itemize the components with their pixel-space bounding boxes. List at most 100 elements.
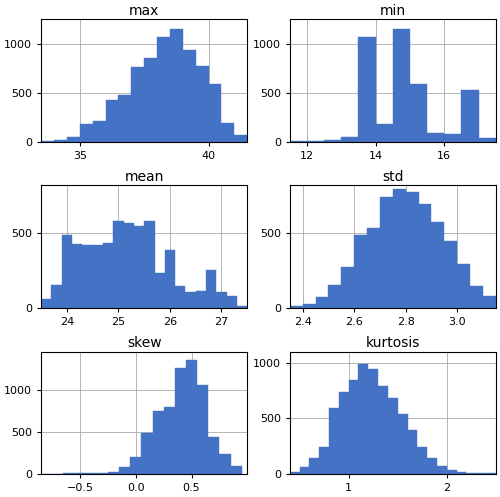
Bar	[393, 29, 410, 142]
Bar	[478, 138, 496, 142]
Bar	[466, 473, 476, 474]
Bar	[447, 470, 456, 474]
Bar	[388, 398, 398, 474]
Bar	[72, 244, 83, 308]
Bar	[358, 37, 376, 142]
Bar	[175, 368, 186, 474]
Bar	[376, 124, 393, 142]
Bar	[52, 285, 62, 308]
Bar	[134, 227, 144, 308]
Bar	[82, 245, 92, 308]
Bar	[108, 472, 119, 474]
Bar	[144, 221, 154, 308]
Title: kurtosis: kurtosis	[366, 336, 420, 350]
Bar	[354, 235, 367, 308]
Bar	[444, 242, 457, 308]
Bar	[418, 447, 427, 474]
Title: min: min	[380, 4, 406, 18]
Bar	[183, 50, 196, 142]
Bar	[97, 473, 108, 474]
Bar	[74, 473, 86, 474]
Bar	[290, 307, 302, 308]
Bar	[483, 297, 496, 308]
Bar	[186, 292, 196, 308]
Bar	[393, 189, 406, 308]
Bar	[368, 369, 378, 474]
Bar	[130, 457, 141, 474]
Bar	[124, 223, 134, 308]
Bar	[348, 380, 358, 474]
Title: mean: mean	[124, 170, 164, 184]
Bar	[432, 222, 444, 308]
Bar	[300, 467, 310, 474]
Bar	[324, 140, 342, 142]
Bar	[165, 249, 175, 308]
Bar	[220, 454, 230, 474]
Bar	[114, 221, 124, 308]
Bar	[118, 94, 132, 142]
Bar	[427, 458, 437, 474]
Bar	[142, 432, 152, 474]
Bar	[103, 243, 114, 308]
Bar	[186, 360, 197, 474]
Bar	[410, 84, 427, 142]
Title: std: std	[382, 170, 404, 184]
Bar	[230, 466, 241, 474]
Bar	[154, 273, 165, 308]
Bar	[196, 291, 206, 308]
Bar	[329, 408, 339, 474]
Bar	[164, 407, 175, 474]
Bar	[398, 414, 407, 474]
Bar	[67, 137, 80, 142]
Bar	[342, 137, 358, 142]
Bar	[80, 124, 92, 142]
Bar	[342, 267, 354, 308]
Bar	[380, 197, 393, 308]
Bar	[152, 411, 164, 474]
Bar	[132, 67, 144, 142]
Bar	[54, 140, 67, 142]
Bar	[406, 192, 418, 308]
Bar	[378, 386, 388, 474]
Bar	[316, 297, 328, 308]
Bar	[290, 472, 300, 474]
Bar	[119, 468, 130, 474]
Bar	[175, 286, 186, 308]
Bar	[358, 364, 368, 474]
Bar	[86, 473, 97, 474]
Title: max: max	[129, 4, 160, 18]
Bar	[208, 84, 222, 142]
Bar	[408, 430, 418, 474]
Bar	[237, 306, 247, 308]
Bar	[208, 437, 220, 474]
Bar	[444, 134, 462, 142]
Bar	[328, 285, 342, 308]
Bar	[367, 228, 380, 308]
Bar	[41, 299, 51, 308]
Bar	[339, 392, 348, 474]
Bar	[144, 59, 157, 142]
Bar	[427, 133, 444, 142]
Bar	[197, 385, 208, 474]
Bar	[106, 100, 118, 142]
Bar	[457, 264, 470, 308]
Bar	[462, 90, 478, 142]
Bar	[234, 135, 247, 142]
Bar	[92, 245, 103, 308]
Bar	[222, 123, 234, 142]
Bar	[307, 141, 324, 142]
Bar	[170, 29, 183, 142]
Bar	[470, 286, 483, 308]
Bar	[437, 466, 447, 474]
Bar	[216, 292, 226, 308]
Bar	[196, 66, 208, 142]
Bar	[92, 121, 106, 142]
Bar	[418, 204, 432, 308]
Bar	[319, 447, 329, 474]
Bar	[206, 270, 216, 308]
Bar	[456, 472, 466, 474]
Bar	[302, 304, 316, 308]
Bar	[62, 235, 72, 308]
Bar	[157, 37, 170, 142]
Bar	[310, 458, 319, 474]
